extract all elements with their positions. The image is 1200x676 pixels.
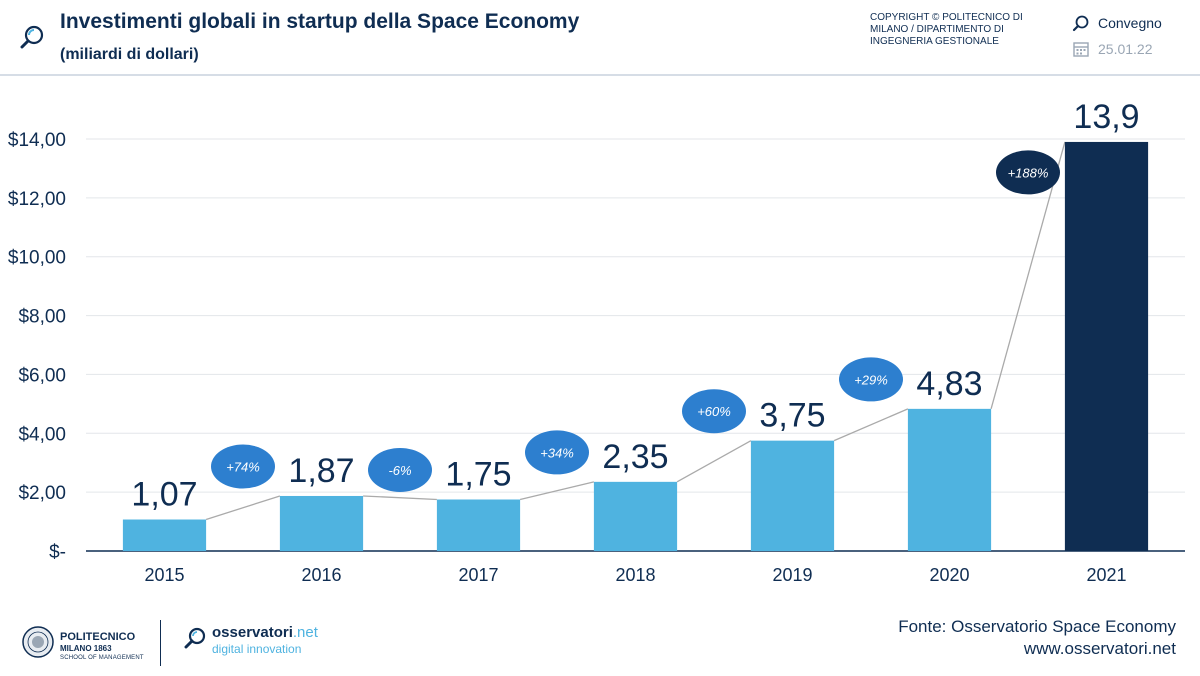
- x-tick-label: 2020: [929, 565, 969, 585]
- bar: [750, 440, 835, 551]
- x-tick-label: 2016: [301, 565, 341, 585]
- footer: POLITECNICO MILANO 1863 SCHOOL OF MANAGE…: [0, 600, 1200, 676]
- politecnico-name: POLITECNICO: [60, 631, 136, 643]
- politecnico-seal-icon: [22, 626, 54, 658]
- growth-bubble: [525, 430, 589, 475]
- bar: [593, 481, 678, 551]
- source-text: Fonte: Osservatorio Space Economy: [898, 617, 1176, 636]
- trend-line-segment: [833, 408, 909, 442]
- data-label: 4,83: [916, 365, 982, 403]
- copyright-notice: COPYRIGHT © POLITECNICO DI MILANO / DIPA…: [870, 12, 1023, 47]
- x-tick-label: 2015: [144, 565, 184, 585]
- data-label: 13,9: [1073, 98, 1139, 136]
- page-subtitle: (miliardi di dollari): [60, 46, 199, 63]
- magnifier-icon: [1072, 15, 1089, 32]
- header-divider: [0, 74, 1200, 76]
- growth-bubble: [368, 447, 432, 492]
- chart-canvas: $- $2,00 $4,00 $6,00 $8,00 $10,00 $12,00 $14,00…: [8, 98, 1185, 585]
- y-tick-label: $-: [49, 542, 66, 563]
- calendar-icon: [1073, 42, 1089, 57]
- growth-label: +188%: [1008, 165, 1049, 180]
- y-tick-label: $2,00: [18, 483, 66, 504]
- event-label-row: Convegno: [1072, 14, 1162, 32]
- osservatori-suffix: .net: [292, 624, 318, 641]
- magnifier-icon: [20, 25, 44, 49]
- data-label: 1,75: [445, 456, 511, 494]
- data-label: 1,87: [288, 452, 354, 490]
- y-tick-label: $12,00: [8, 189, 66, 210]
- x-tick-label: 2021: [1086, 565, 1126, 585]
- y-tick-label: $6,00: [18, 365, 66, 386]
- source-block: Fonte: Osservatorio Space Economy www.os…: [898, 616, 1176, 660]
- osservatori-tagline: digital innovation: [212, 642, 302, 656]
- bar: [279, 495, 364, 551]
- footer-divider: [160, 620, 161, 666]
- x-tick-label: 2018: [615, 565, 655, 585]
- x-tick-label: 2019: [772, 565, 812, 585]
- date-label: 25.01.22: [1098, 41, 1153, 57]
- growth-label: +29%: [854, 372, 888, 387]
- growth-bubble: [839, 357, 903, 402]
- politecnico-city: MILANO 1863: [60, 644, 112, 653]
- growth-label: +74%: [226, 460, 260, 475]
- growth-label: +34%: [540, 445, 574, 460]
- y-tick-label: $10,00: [8, 248, 66, 269]
- bar-chart: $- $2,00 $4,00 $6,00 $8,00 $10,00 $12,00 $14,00…: [0, 80, 1200, 590]
- header: Investimenti globali in startup della Sp…: [0, 0, 1200, 76]
- osservatori-brand: osservatori.net: [212, 624, 318, 641]
- bar: [436, 499, 521, 551]
- y-tick-label: $14,00: [8, 130, 66, 151]
- trend-line-segment: [205, 495, 281, 521]
- trend-line-segment: [676, 440, 752, 483]
- bar: [907, 408, 992, 551]
- growth-bubble: [211, 444, 275, 489]
- y-tick-label: $8,00: [18, 307, 66, 328]
- page-title: Investimenti globali in startup della Sp…: [60, 10, 580, 33]
- data-label: 3,75: [759, 397, 825, 435]
- event-label: Convegno: [1098, 15, 1162, 31]
- growth-bubble: [996, 150, 1060, 195]
- magnifier-icon: [184, 627, 206, 649]
- data-label: 1,07: [131, 476, 197, 514]
- bar: [122, 519, 207, 551]
- growth-label: +60%: [697, 404, 731, 419]
- growth-bubble: [682, 389, 746, 434]
- data-label: 2,35: [602, 438, 668, 476]
- politecnico-school: SCHOOL OF MANAGEMENT: [60, 655, 144, 661]
- bar: [1064, 141, 1149, 551]
- growth-label: -6%: [388, 463, 411, 478]
- website-link[interactable]: www.osservatori.net: [1023, 639, 1176, 658]
- osservatori-name: osservatori: [212, 624, 293, 641]
- trend-line-segment: [363, 495, 437, 501]
- trend-line-segment: [519, 481, 595, 501]
- y-tick-label: $4,00: [18, 424, 66, 445]
- date-row: 25.01.22: [1072, 40, 1153, 58]
- x-tick-label: 2017: [458, 565, 498, 585]
